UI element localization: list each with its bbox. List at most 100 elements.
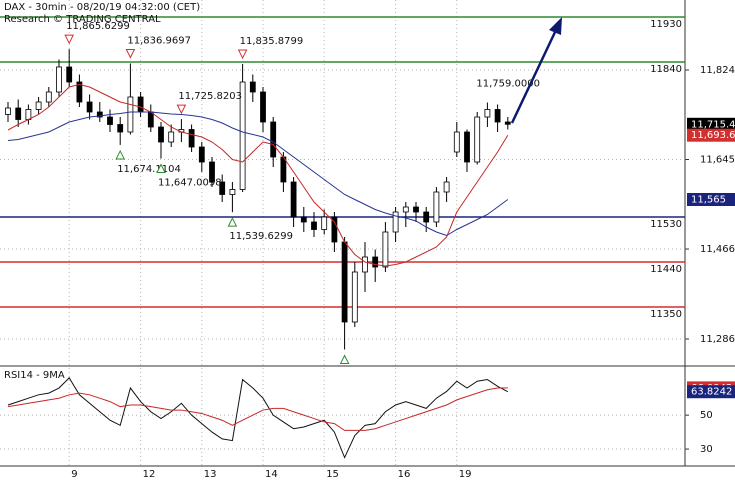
annotation-label: 11,836.9697 [127,36,191,47]
candle-body [45,91,52,103]
price-box-label: 11,693.6 [691,130,735,141]
level-label: 11350 [650,309,682,320]
candle-body [372,256,379,268]
candle-body [300,216,307,223]
chart-title: DAX - 30min - 08/20/19 04:32:00 (CET) [4,2,200,13]
candle-body [25,109,32,120]
annotation-label: 11,647.0098 [158,177,222,188]
candle-body [35,101,42,110]
low-marker [339,354,350,364]
candle-body [188,129,195,148]
candle-body [229,189,236,195]
price-box [687,117,735,131]
candle-body [76,81,83,103]
moving-average [7,83,509,267]
candle-body [402,206,409,213]
candle-body [321,216,328,230]
y-tick-label: 30 [700,444,713,455]
rsi-box-label: 63.8242 [691,387,732,398]
candle-body [107,116,113,125]
price-box-label: 11,565 [691,195,726,206]
candle-body [198,146,205,163]
low-marker [115,149,126,160]
price-box [687,193,735,206]
candle-body [464,131,470,163]
target-arrow [510,29,558,124]
candle-body [484,109,491,118]
annotation-label: 11,759.0000 [476,79,540,90]
y-tick-label: 11,286 [700,334,735,345]
candle-body [474,116,481,163]
y-tick-label: 50 [700,410,713,421]
source: Research © TRADING CENTRAL [4,14,161,25]
annotation-label: 11,835.8799 [240,36,304,47]
arrow-head [549,17,562,35]
low-marker [156,163,166,173]
candle-body [209,161,215,183]
candle-body [117,124,124,133]
x-tick-label: 9 [71,469,77,480]
candle-body [137,96,144,113]
level-label: 11930 [650,19,682,30]
low-marker [227,217,238,227]
level-label: 11530 [650,219,682,230]
y-tick-label: 11,466 [700,244,735,255]
x-tick-label: 15 [326,469,339,480]
high-marker [237,49,248,60]
annotation-label: 11,539.6299 [229,231,293,242]
candle-body [96,111,103,118]
candle-body [280,156,287,183]
candle-body [15,107,22,120]
rsi-line [7,387,508,431]
candle-body [331,216,338,243]
high-marker [176,104,187,115]
candle-body [494,109,501,123]
rsi-box [687,385,735,399]
level-label: 11840 [650,64,682,75]
candle-body [158,126,164,143]
moving-average [7,111,509,237]
candle-body [56,66,62,93]
candle-body [147,111,154,128]
candle-body [351,271,358,323]
high-marker [125,49,136,59]
candle-body [362,256,368,273]
candle-body [392,211,399,233]
candle-body [219,181,226,195]
candle-body [127,96,134,133]
annotation-label: 11,725.8203 [178,91,242,102]
candle-body [239,81,246,190]
rsi-title: RSI14 - 9MA [4,370,65,381]
level-label: 11440 [650,264,682,275]
candle-body [290,181,297,218]
rsi-line [7,377,509,459]
y-tick-label: 11,645 [700,155,735,166]
annotation-label: 11,865.6299 [66,21,130,32]
candle-body [168,131,175,143]
high-marker [64,34,75,45]
x-tick-label: 12 [143,469,156,480]
price-box-label: 11,715.4 [691,119,735,130]
candle-body [86,101,93,113]
candle-body [260,91,266,123]
candle-body [504,121,511,125]
candle-body [66,66,73,83]
candle-body [433,191,440,223]
candle-body [5,107,11,115]
candle-body [249,81,256,93]
y-tick-label: 11,824 [700,65,735,76]
candle-body [341,241,348,323]
x-tick-label: 13 [204,469,217,480]
price-box [687,128,735,142]
x-tick-label: 14 [265,469,278,480]
annotation-label: 11,674.1104 [117,164,181,175]
candle-body [311,221,317,230]
candle-body [453,131,460,153]
candle-body [443,181,450,193]
candle-body [413,206,419,213]
candle-body [423,211,430,223]
candle-body [382,231,389,268]
x-tick-label: 16 [398,469,411,480]
